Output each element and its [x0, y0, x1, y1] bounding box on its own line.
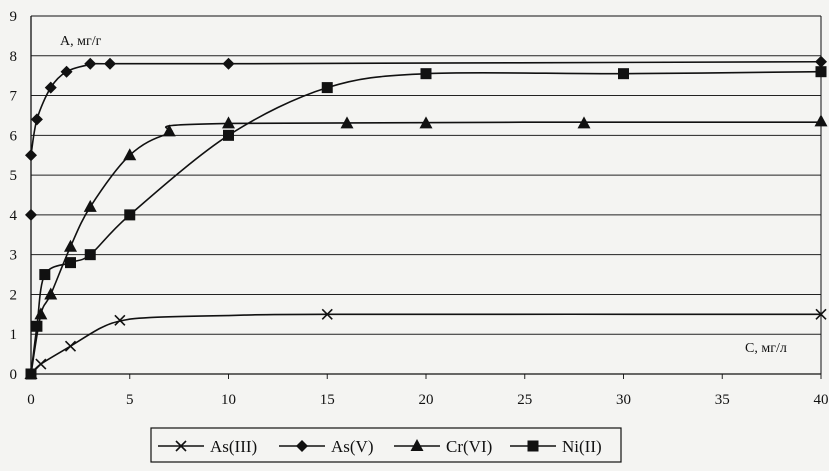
data-point-ni-ii	[124, 209, 136, 221]
series-cr-vi	[24, 114, 828, 379]
x-tick-label: 35	[715, 392, 730, 408]
data-point-cr-vi	[419, 116, 433, 129]
legend: As(III) As(V) Cr(VI) Ni(II)	[150, 427, 622, 463]
series-layer	[24, 55, 828, 380]
data-point-as-iii	[815, 308, 827, 320]
data-point-cr-vi	[577, 116, 591, 129]
data-point-as-v	[25, 149, 37, 162]
data-point-ni-ii	[31, 320, 43, 332]
legend-marker	[527, 440, 539, 452]
x-tick-label: 25	[517, 392, 532, 408]
y-tick-label: 9	[10, 9, 18, 25]
data-point-cr-vi	[162, 124, 176, 137]
data-point-ni-ii	[39, 269, 51, 281]
legend-entry-as-v: As(V)	[279, 437, 374, 456]
legend-entry-as-iii: As(III)	[158, 437, 257, 456]
data-point-cr-vi	[340, 116, 354, 129]
y-tick-label: 6	[10, 128, 18, 144]
data-point-ni-ii	[815, 66, 827, 78]
y-tick-label: 2	[10, 287, 18, 303]
legend-marker	[410, 439, 424, 451]
data-point-ni-ii	[420, 68, 432, 80]
data-point-cr-vi	[83, 199, 97, 212]
data-point-ni-ii	[321, 82, 333, 94]
legend-label: As(III)	[210, 437, 257, 456]
x-tick-label: 0	[27, 392, 35, 408]
data-point-as-v	[30, 113, 43, 126]
legend-box	[150, 427, 622, 463]
data-point-as-iii	[35, 358, 47, 370]
data-point-ni-ii	[84, 249, 96, 261]
legend-label: As(V)	[331, 437, 374, 456]
data-point-as-iii	[321, 308, 333, 320]
y-tick-label: 1	[10, 327, 18, 343]
series-as-v	[25, 55, 827, 221]
data-point-as-iii	[114, 314, 126, 326]
x-tick-label: 5	[126, 392, 134, 408]
y-tick-label: 3	[10, 248, 18, 264]
data-point-cr-vi	[814, 114, 828, 127]
legend-marker	[175, 440, 187, 452]
legend-entry-ni-ii: Ni(II)	[510, 437, 602, 456]
y-axis-label: A, мг/г	[60, 34, 102, 49]
data-point-cr-vi	[222, 116, 235, 129]
data-point-cr-vi	[44, 287, 58, 300]
series-line-as-iii	[30, 313, 822, 375]
x-tick-label: 20	[419, 392, 434, 408]
y-tick-label: 4	[10, 208, 18, 224]
series-ni-ii	[25, 66, 827, 380]
legend-label: Ni(II)	[562, 437, 602, 456]
y-tick-label: 7	[10, 89, 18, 105]
y-tick-label: 0	[10, 367, 18, 383]
data-point-cr-vi	[64, 239, 77, 252]
data-point-ni-ii	[618, 68, 629, 80]
legend-label: Cr(VI)	[446, 437, 492, 456]
legend-marker	[296, 440, 308, 452]
data-point-as-v	[44, 81, 57, 94]
data-point-cr-vi	[34, 307, 48, 320]
data-point-as-v	[84, 57, 97, 70]
x-tick-label: 15	[320, 392, 335, 408]
data-point-as-v	[25, 208, 37, 221]
data-point-as-v	[815, 55, 827, 68]
data-point-ni-ii	[25, 368, 37, 380]
data-point-cr-vi	[123, 148, 137, 161]
data-point-as-v	[104, 57, 116, 70]
data-point-as-v	[222, 57, 235, 70]
x-tick-label: 40	[814, 392, 829, 408]
series-as-iii	[25, 308, 827, 380]
x-axis-label: C, мг/л	[745, 341, 787, 356]
x-tick-label: 30	[616, 392, 631, 408]
data-point-ni-ii	[223, 129, 234, 141]
data-point-as-iii	[64, 340, 77, 352]
axis-layer: 0 1 2 3 4 5 6 7 8 9 0 5 10 15 20 25 30 35 40	[10, 9, 829, 408]
series-line-cr-vi	[30, 121, 822, 375]
legend-entry-cr-vi: Cr(VI)	[394, 437, 492, 456]
y-tick-label: 8	[10, 49, 18, 65]
y-tick-label: 5	[10, 168, 18, 184]
x-tick-label: 10	[221, 392, 236, 408]
data-point-ni-ii	[65, 257, 76, 269]
data-point-as-v	[60, 65, 73, 78]
